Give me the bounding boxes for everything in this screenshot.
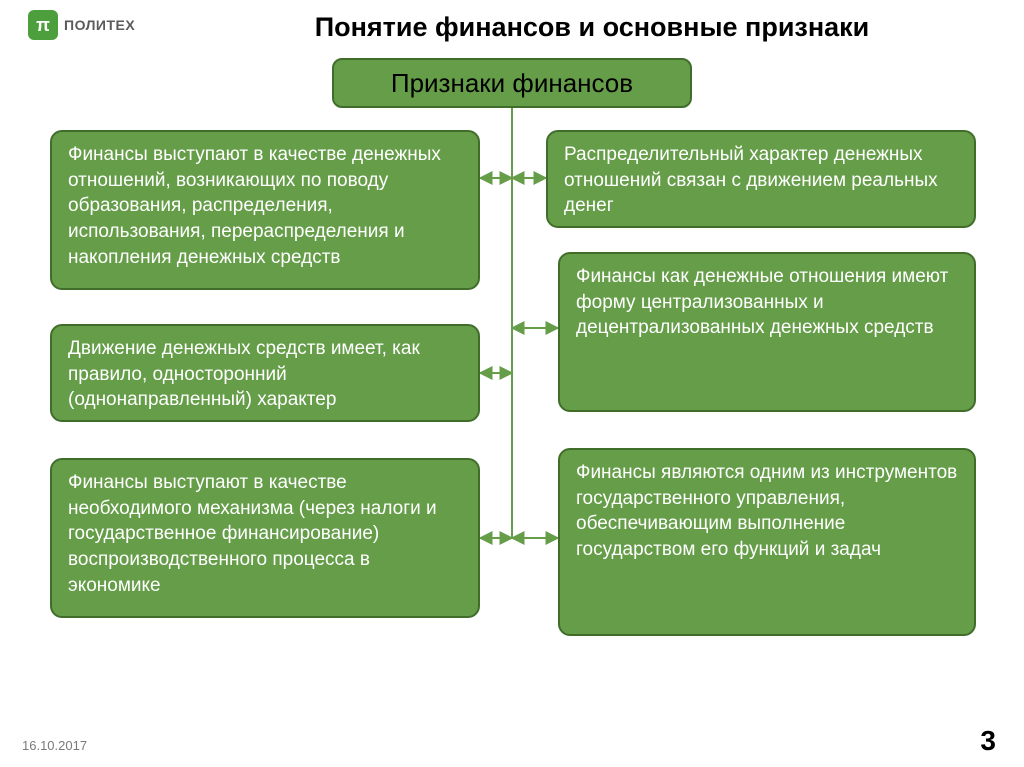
node-left2: Движение денежных средств имеет, как пра… — [50, 324, 480, 422]
page-number: 3 — [980, 725, 996, 757]
node-right3: Финансы являются одним из инструментов г… — [558, 448, 976, 636]
node-right1: Распределительный характер денежных отно… — [546, 130, 976, 228]
node-right2: Финансы как денежные отношения имеют фор… — [558, 252, 976, 412]
node-left3: Финансы выступают в качестве необходимог… — [50, 458, 480, 618]
diagram: Признаки финансов Финансы выступают в ка… — [0, 58, 1024, 718]
root-node: Признаки финансов — [332, 58, 692, 108]
page-title: Понятие финансов и основные признаки — [0, 12, 1024, 43]
footer-date: 16.10.2017 — [22, 738, 87, 753]
node-left1: Финансы выступают в качестве денежных от… — [50, 130, 480, 290]
